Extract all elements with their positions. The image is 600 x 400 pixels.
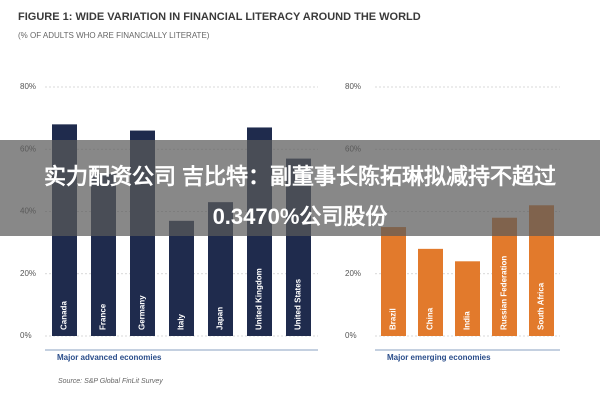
overlay-text: 0.3470%公司股份 [213, 204, 389, 229]
x-axis-label: Major emerging economies [387, 353, 491, 362]
y-tick-label: 80% [20, 82, 36, 91]
bar [169, 220, 194, 336]
bar [381, 227, 406, 336]
x-tick-label: South Africa [537, 282, 546, 330]
y-tick-label: 20% [20, 269, 36, 278]
bar [455, 261, 480, 336]
x-tick-label: Italy [177, 313, 186, 330]
x-axis-label: Major advanced economies [57, 353, 162, 362]
y-tick-label: 20% [345, 269, 361, 278]
bar [492, 217, 517, 336]
x-tick-label: Germany [138, 295, 147, 330]
x-tick-label: Brazil [389, 308, 398, 330]
x-tick-label: Russian Federation [500, 256, 509, 330]
bar [418, 248, 443, 336]
x-tick-label: India [463, 311, 472, 330]
x-tick-label: France [99, 303, 108, 330]
x-tick-label: United States [294, 278, 303, 330]
x-tick-label: Japan [216, 307, 225, 330]
overlay-banner [0, 140, 600, 236]
x-tick-label: United Kingdom [255, 268, 264, 330]
source: Source: S&P Global FinLit Survey [58, 378, 163, 385]
chart-title: FIGURE 1: WIDE VARIATION IN FINANCIAL LI… [18, 11, 421, 23]
y-tick-label: 0% [345, 331, 357, 340]
y-tick-label: 80% [345, 82, 361, 91]
chart-subtitle: (% OF ADULTS WHO ARE FINANCIALLY LITERAT… [18, 31, 210, 40]
y-tick-label: 0% [20, 331, 32, 340]
x-tick-label: China [426, 307, 435, 330]
x-tick-label: Canada [60, 301, 69, 330]
overlay-text: 实力配资公司 吉比特：副董事长陈拓琳拟减持不超过 [44, 164, 556, 189]
